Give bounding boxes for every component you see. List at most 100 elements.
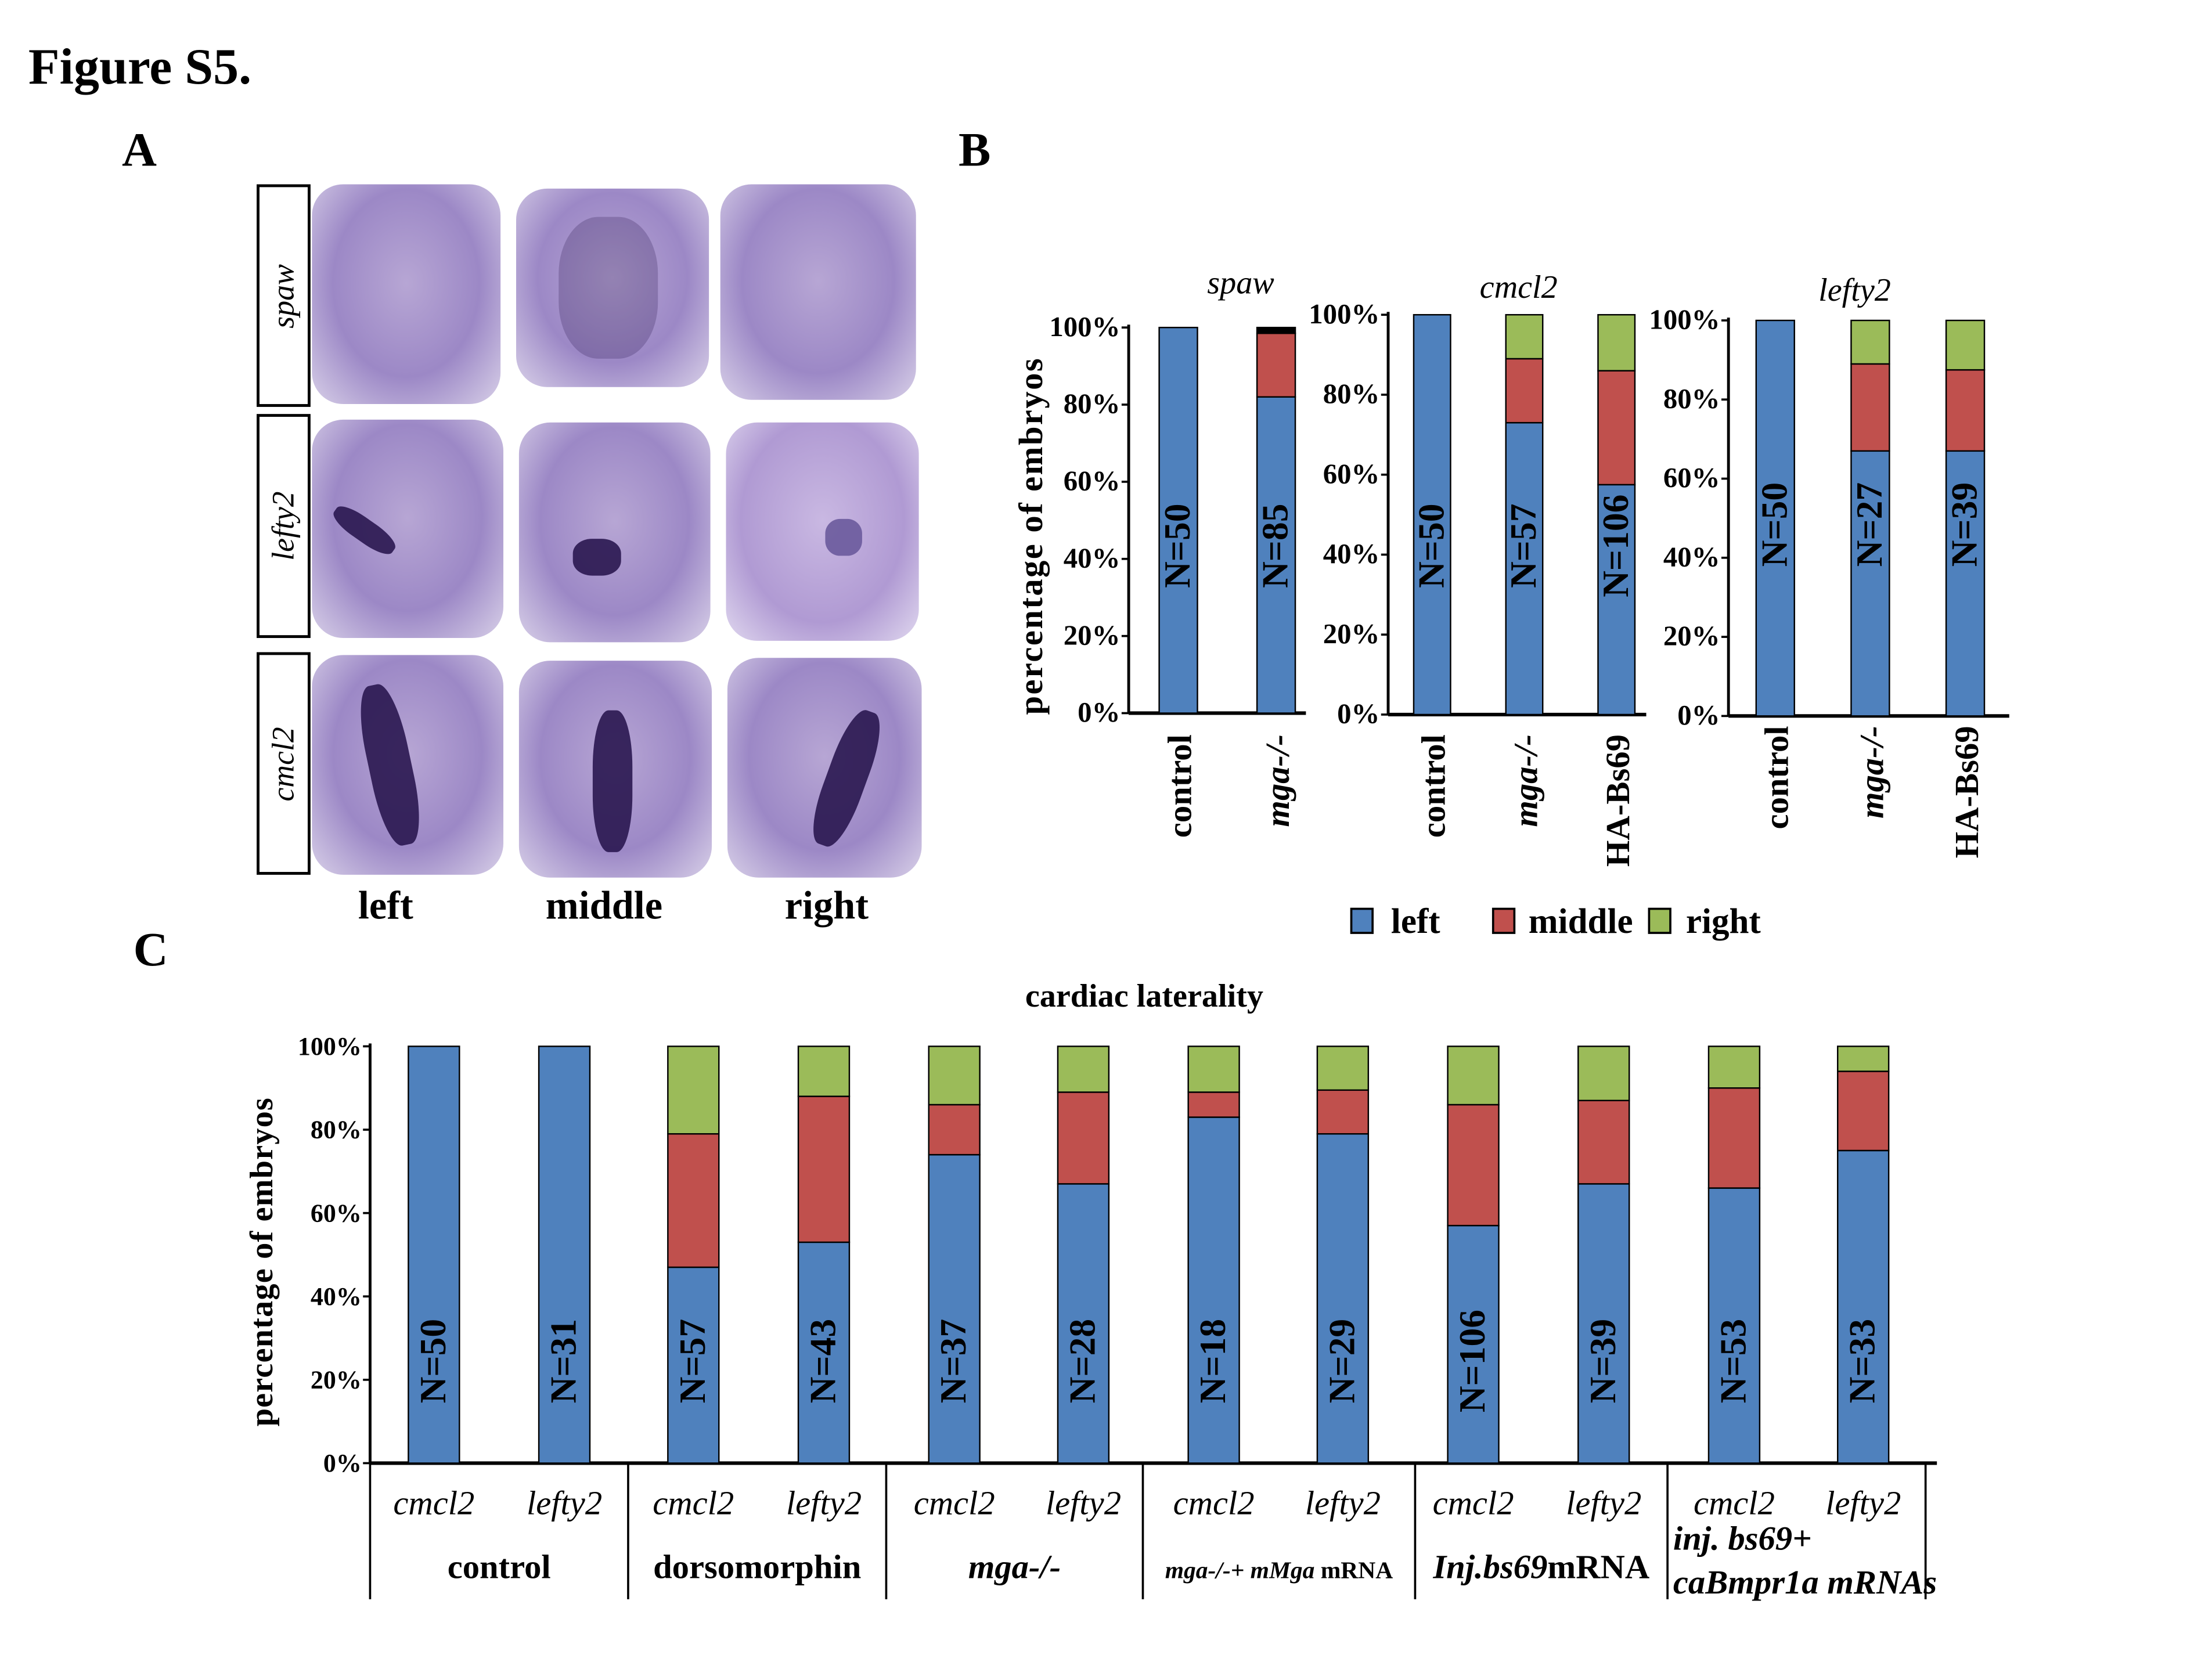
n-label: N=50 xyxy=(1753,482,1795,567)
row-label-lefty2: lefty2 xyxy=(257,414,311,639)
bar-segment-left xyxy=(1158,326,1198,714)
group-label-part: control xyxy=(448,1548,551,1585)
bar-segment-left xyxy=(1577,1183,1630,1464)
y-tick-label: 0% xyxy=(1337,698,1379,730)
legend-swatch-left xyxy=(1350,907,1374,934)
bar-segment-left xyxy=(1187,1116,1240,1464)
n-label: N=18 xyxy=(1192,1319,1233,1404)
bar-segment-middle xyxy=(667,1133,720,1268)
category-label: control xyxy=(1161,734,1199,838)
category-label: cmcl2 xyxy=(1433,1484,1514,1522)
y-axis-label: percentage of embryos xyxy=(244,1097,280,1426)
bar-segment-left xyxy=(1316,1133,1370,1464)
y-tick-label: 40% xyxy=(1663,540,1720,572)
bar-segment-middle xyxy=(1945,369,1986,452)
group-label-part: mRNA xyxy=(1314,1556,1393,1583)
n-label: N=57 xyxy=(672,1319,713,1404)
bar-segment-right xyxy=(797,1046,851,1097)
bar-segment-right xyxy=(1836,1046,1890,1072)
chart-title: lefty2 xyxy=(1818,272,1891,308)
category-label: HA-Bs69 xyxy=(1599,734,1637,867)
panel-label-c: C xyxy=(133,924,168,977)
category-label: mga-/- xyxy=(1853,726,1890,819)
bar-segment-middle xyxy=(928,1104,981,1156)
chart-cmcl2: cmcl2 0% 20% 40% 60% 80% 100% N=50 control N=57 mg… xyxy=(1309,269,1647,867)
n-label: N=43 xyxy=(802,1319,844,1404)
group-label: mga-/- xyxy=(968,1548,1061,1585)
embryo-image-cmcl2-middle xyxy=(518,661,712,878)
category-label: lefty2 xyxy=(1825,1484,1901,1522)
bar-segment-middle xyxy=(1850,363,1890,452)
category-label: lefty2 xyxy=(527,1484,602,1522)
bar-segment-right xyxy=(928,1046,981,1106)
group-label-part: dorsomorphin xyxy=(653,1548,861,1585)
bar-segment-middle xyxy=(1256,332,1296,398)
y-tick-label: 20% xyxy=(311,1366,362,1394)
bar-segment-right xyxy=(667,1046,720,1135)
category-label: cmcl2 xyxy=(653,1484,734,1522)
embryo-image-spaw-left xyxy=(312,184,501,405)
bar-segment-left xyxy=(1505,421,1544,716)
n-label: N=39 xyxy=(1944,482,1985,567)
panel-label-a: A xyxy=(122,124,157,178)
y-tick-label: 80% xyxy=(1663,383,1720,414)
group-label: control xyxy=(448,1548,551,1585)
embryo-image-cmcl2-right xyxy=(727,658,922,878)
category-label: lefty2 xyxy=(1305,1484,1381,1522)
group-label-part: mga-/- xyxy=(968,1548,1061,1585)
bar-segment-right xyxy=(1945,319,1986,371)
y-tick-label: 100% xyxy=(298,1032,362,1061)
y-tick-label: 60% xyxy=(311,1199,362,1227)
y-tick-label: 100% xyxy=(1049,311,1120,343)
bar-segment-left xyxy=(408,1046,460,1464)
figure-title: Figure S5. xyxy=(28,38,252,95)
n-label: N=50 xyxy=(1157,504,1198,589)
chart-title: cmcl2 xyxy=(1480,269,1558,305)
y-tick-label: 80% xyxy=(311,1116,362,1144)
bar-segment-right xyxy=(1316,1046,1370,1091)
legend-label-left: left xyxy=(1391,902,1440,941)
category-label: cmcl2 xyxy=(393,1484,474,1522)
group-label: caBmpr1a mRNAs xyxy=(1673,1563,1937,1601)
group-label: mga-/-+ mMga mRNA xyxy=(1165,1556,1393,1583)
n-label: N=37 xyxy=(932,1319,974,1404)
y-tick-label: 0% xyxy=(323,1449,362,1477)
category-label: mga-/- xyxy=(1507,734,1544,827)
bar-segment-right xyxy=(1850,319,1890,365)
n-label: N=85 xyxy=(1255,504,1296,589)
n-label: N=106 xyxy=(1451,1310,1493,1412)
legend-label-right: right xyxy=(1686,902,1761,941)
chart-cardiac: cardiac laterality 0% 20% 40% 60% 80% 100% N=50… xyxy=(244,978,1937,1601)
bar-segment-left xyxy=(1597,484,1636,716)
bar-segment-right xyxy=(1256,326,1296,334)
y-tick-label: 40% xyxy=(1064,542,1121,574)
bar-segment-left xyxy=(928,1153,981,1464)
embryo-image-cmcl2-left xyxy=(312,655,504,875)
y-tick-label: 0% xyxy=(1677,699,1720,731)
bar-segment-left xyxy=(1945,450,1986,717)
n-label: N=50 xyxy=(412,1319,453,1404)
column-label-left: left xyxy=(358,884,413,929)
n-label: N=31 xyxy=(543,1319,584,1404)
group-label-part: mRNAs xyxy=(1819,1563,1937,1601)
bar-segment-left xyxy=(667,1266,720,1464)
y-tick-label: 100% xyxy=(1649,304,1720,336)
bar-segment-left xyxy=(1850,450,1890,717)
bar-segment-left xyxy=(1836,1149,1890,1464)
embryo-image-lefty2-left xyxy=(312,419,504,639)
n-label: N=27 xyxy=(1849,482,1890,567)
row-label-cmcl2: cmcl2 xyxy=(257,652,311,875)
category-label: control xyxy=(1758,726,1796,829)
row-label-spaw: spaw xyxy=(257,184,311,407)
category-label: cmcl2 xyxy=(914,1484,995,1522)
legend-label-middle: middle xyxy=(1529,902,1633,941)
bar-segment-left xyxy=(1755,319,1795,717)
bar-segment-middle xyxy=(1447,1104,1500,1227)
n-label: N=106 xyxy=(1595,495,1636,597)
bar-segment-middle xyxy=(1057,1091,1110,1185)
category-label: lefty2 xyxy=(786,1484,862,1522)
chart-spaw: spaw 0% 20% 40% 60% 80% 100% N=50 control N=85 mga… xyxy=(1012,265,1306,838)
y-tick-label: 20% xyxy=(1663,620,1720,652)
